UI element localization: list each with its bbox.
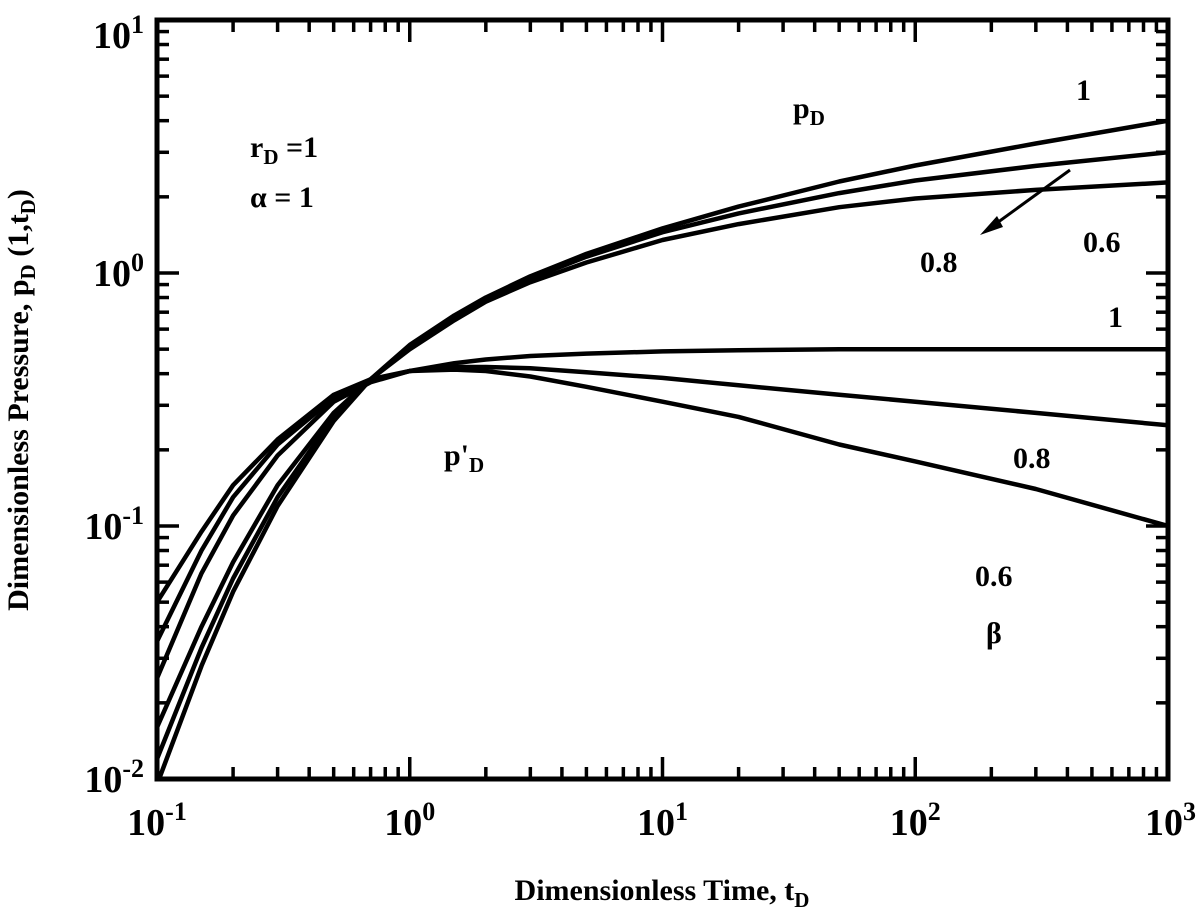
y-tick-label: 100 xyxy=(93,248,144,295)
label-pdprime-beta-1: 1 xyxy=(1108,301,1123,334)
x-tick-label: 101 xyxy=(637,797,688,844)
x-tick-label: 102 xyxy=(890,797,941,844)
annotation-pd: pD xyxy=(793,92,825,130)
series-pdprime-beta-1 xyxy=(157,346,1168,681)
series-pd-beta-0.6 xyxy=(157,180,1168,730)
x-tick-label: 100 xyxy=(384,797,435,844)
label-pd-beta-0.6: 0.6 xyxy=(1083,226,1121,259)
annotation-arrowhead xyxy=(980,216,1003,235)
series-pdprime-beta-0.8 xyxy=(157,364,1168,644)
label-pdprime-beta-0.8: 0.8 xyxy=(1013,442,1051,475)
annotation-pdprime: p'D xyxy=(444,439,484,477)
x-axis-title: Dimensionless Time, tD xyxy=(515,874,810,912)
label-beta-symbol: β xyxy=(986,617,1002,650)
y-tick-label: 10-1 xyxy=(84,501,144,548)
annotation-alpha: α = 1 xyxy=(250,181,314,214)
series-pdprime-beta-0.6 xyxy=(157,367,1168,605)
x-tick-label: 103 xyxy=(1145,797,1196,844)
y-tick-label: 101 xyxy=(93,10,144,57)
label-pdprime-beta-0.6: 0.6 xyxy=(975,560,1013,593)
axis-ticks xyxy=(157,20,1168,779)
y-tick-label: 10-2 xyxy=(84,754,144,801)
label-pd-beta-0.8: 0.8 xyxy=(920,246,958,279)
annotation-arrow xyxy=(989,168,1071,230)
label-pd-beta-1: 1 xyxy=(1076,74,1091,107)
y-axis-title: Dimensionless Pressure, pD (1,tD) xyxy=(2,189,40,611)
annotation-rd: rD =1 xyxy=(250,131,318,169)
series-pd-beta-0.8 xyxy=(157,150,1168,762)
series-curves xyxy=(157,118,1168,779)
x-tick-label: 10-1 xyxy=(127,797,187,844)
